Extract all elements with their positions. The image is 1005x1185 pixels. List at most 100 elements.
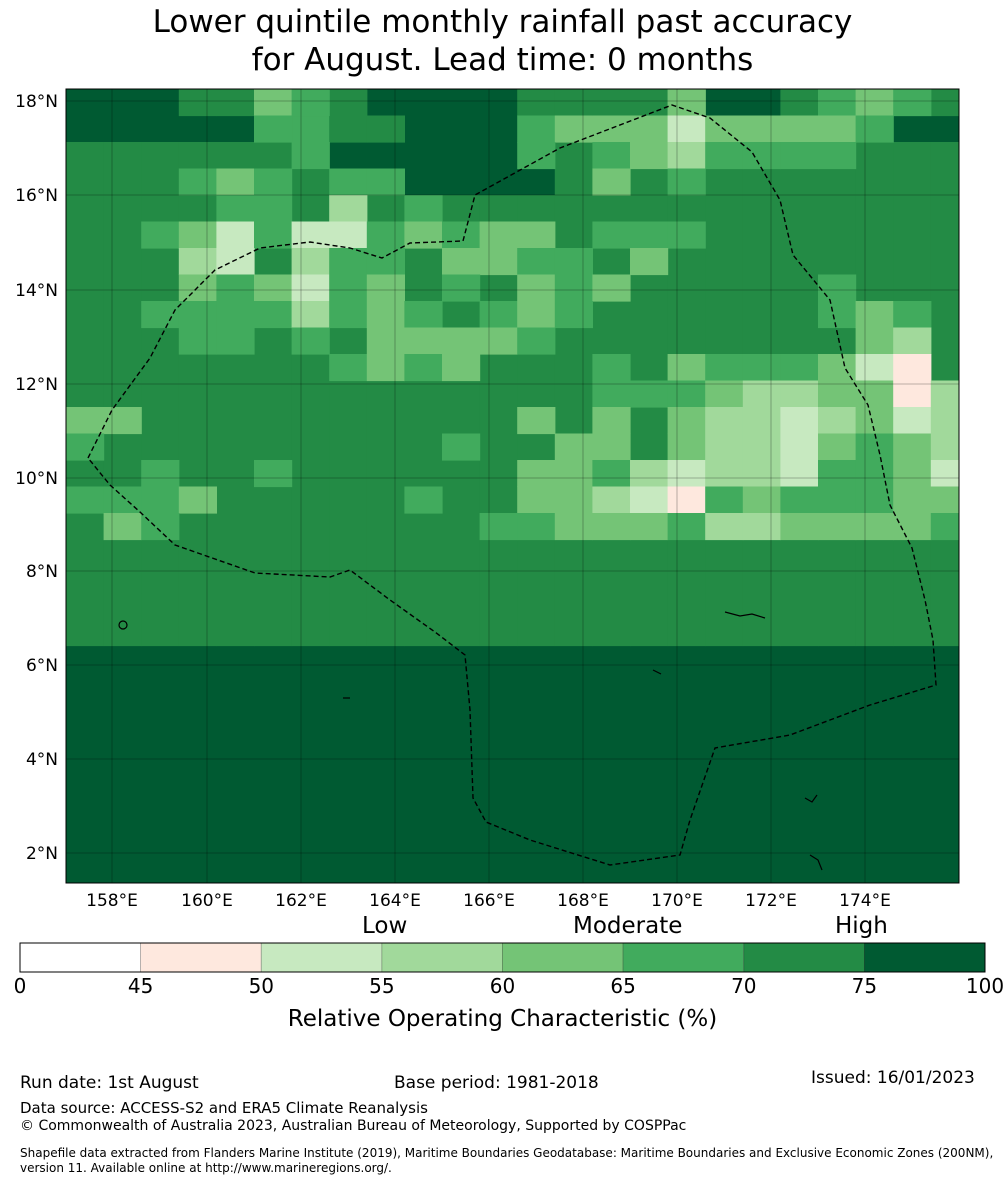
grid-cell [667, 221, 706, 249]
grid-cell [705, 195, 744, 223]
grid-cell [592, 221, 631, 249]
grid-cell [66, 486, 105, 514]
grid-cell [404, 513, 443, 541]
grid-cell [592, 433, 631, 461]
grid-cell [517, 380, 556, 408]
grid-cell [254, 301, 293, 329]
grid-cell [141, 592, 180, 620]
grid-cell [930, 195, 959, 223]
grid-cell [930, 566, 959, 594]
grid-cell [592, 380, 631, 408]
grid-cell [630, 592, 669, 620]
grid-cell [742, 539, 781, 567]
grid-cell [742, 274, 781, 302]
grid-cell [780, 354, 819, 382]
grid-cell [592, 195, 631, 223]
grid-cell [818, 195, 857, 223]
grid-cell [742, 460, 781, 488]
grid-cell [479, 566, 518, 594]
grid-cell [667, 619, 706, 647]
latitude-tick: 14°N [15, 281, 58, 301]
grid-cell [742, 566, 781, 594]
grid-cell [216, 221, 255, 249]
grid-cell [893, 195, 932, 223]
grid-cell [66, 592, 105, 620]
grid-cell [592, 513, 631, 541]
grid-cell [554, 619, 593, 647]
grid-cell [780, 380, 819, 408]
grid-cell [554, 301, 593, 329]
grid-cell [254, 327, 293, 355]
colorbar-swatch [19, 942, 141, 973]
grid-cell [930, 539, 959, 567]
grid-cell [66, 460, 105, 488]
longitude-tick: 162°E [275, 891, 327, 911]
grid-cell [442, 513, 481, 541]
grid-cell [254, 274, 293, 302]
grid-cell [893, 327, 932, 355]
grid-cell [517, 89, 556, 117]
grid-cell [291, 619, 330, 647]
grid-cell [630, 327, 669, 355]
grid-cell [404, 195, 443, 223]
grid-cell [479, 380, 518, 408]
grid-cell [554, 195, 593, 223]
grid-cell [178, 327, 217, 355]
grid-cell [742, 142, 781, 170]
grid-cell [554, 115, 593, 143]
grid-cell [329, 592, 368, 620]
grid-cell [103, 221, 142, 249]
colorbar-swatch [140, 942, 262, 973]
grid-cell [705, 354, 744, 382]
grid-cell [742, 433, 781, 461]
grid-cell [554, 433, 593, 461]
grid-cell [630, 301, 669, 329]
grid-cell [893, 142, 932, 170]
grid-cell [479, 248, 518, 276]
grid-cell [855, 513, 894, 541]
grid-cell [366, 380, 405, 408]
grid-cell [178, 142, 217, 170]
grid-cell [893, 301, 932, 329]
grid-cell [404, 327, 443, 355]
grid-cell [329, 168, 368, 196]
grid-cell [592, 354, 631, 382]
grid-cell [630, 274, 669, 302]
grid-cell [592, 89, 631, 117]
grid-cell [291, 274, 330, 302]
shapefile-credit: Shapefile data extracted from Flanders M… [20, 1146, 994, 1175]
grid-cell [404, 539, 443, 567]
grid-cell [705, 274, 744, 302]
grid-cell [855, 539, 894, 567]
grid-cell [780, 566, 819, 594]
grid-cell [705, 486, 744, 514]
grid-cell [103, 566, 142, 594]
grid-cell [291, 327, 330, 355]
grid-cell [818, 619, 857, 647]
grid-cell [216, 354, 255, 382]
grid-cell [667, 539, 706, 567]
grid-cell [893, 221, 932, 249]
grid-cell [66, 433, 105, 461]
grid-cell [216, 327, 255, 355]
grid-cell [291, 248, 330, 276]
grid-cell [592, 168, 631, 196]
grid-cell [930, 513, 959, 541]
colorbar-tick: 75 [851, 974, 878, 998]
grid-cell [517, 486, 556, 514]
grid-cell [178, 407, 217, 435]
grid-cell [329, 248, 368, 276]
grid-cell [592, 407, 631, 435]
grid-cell [630, 619, 669, 647]
grid-cell [554, 380, 593, 408]
longitude-tick: 174°E [839, 891, 891, 911]
grid-cell [893, 513, 932, 541]
grid-cell [592, 115, 631, 143]
grid-cell [592, 274, 631, 302]
grid-cell [103, 486, 142, 514]
grid-cell [291, 301, 330, 329]
grid-cell [291, 168, 330, 196]
grid-cell [930, 89, 959, 117]
grid-cell [930, 619, 959, 647]
grid-cell [103, 301, 142, 329]
